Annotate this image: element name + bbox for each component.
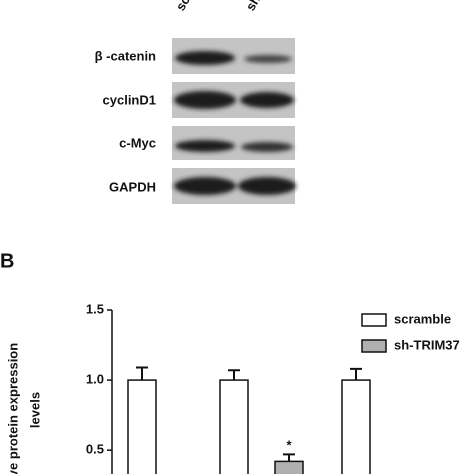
legend-swatch: [361, 339, 387, 353]
bar: [274, 460, 304, 474]
error-bar: [350, 367, 362, 381]
bar: [219, 379, 249, 474]
column-label: scramble: [173, 0, 215, 13]
y-tick-label: 1.5: [86, 301, 104, 316]
bar: [341, 379, 371, 474]
legend-swatch: [361, 313, 387, 327]
y-axis-label: levels: [27, 392, 42, 428]
y-tick-label: 0.5: [86, 442, 104, 457]
band: [174, 91, 236, 109]
band: [240, 92, 294, 108]
band: [174, 177, 236, 195]
band: [241, 142, 293, 152]
y-tick-label: 1.0: [86, 372, 104, 387]
significance-mark: *: [286, 437, 292, 452]
band: [238, 177, 296, 195]
error-bar: [228, 369, 240, 381]
panel-label: B: [0, 250, 14, 272]
row-label: cyclinD1: [103, 92, 156, 107]
band: [175, 140, 235, 152]
column-label: sh-TRIM37: [243, 0, 289, 13]
row-label: c-Myc: [119, 135, 156, 150]
row-label: β -catenin: [95, 48, 156, 63]
bar: [127, 379, 157, 474]
error-bar: [136, 366, 148, 381]
error-bar: [283, 453, 295, 462]
blot: scramble sh-TRIM37 β -catenin cyclinD1 c…: [95, 0, 296, 204]
row-label: GAPDH: [109, 179, 156, 194]
significance-mark: *: [408, 472, 414, 474]
band: [175, 51, 235, 65]
band: [244, 55, 292, 63]
y-axis-label: ve protein expression: [5, 343, 20, 474]
legend-label: scramble: [394, 311, 451, 326]
legend-label: sh-TRIM37: [394, 337, 460, 352]
